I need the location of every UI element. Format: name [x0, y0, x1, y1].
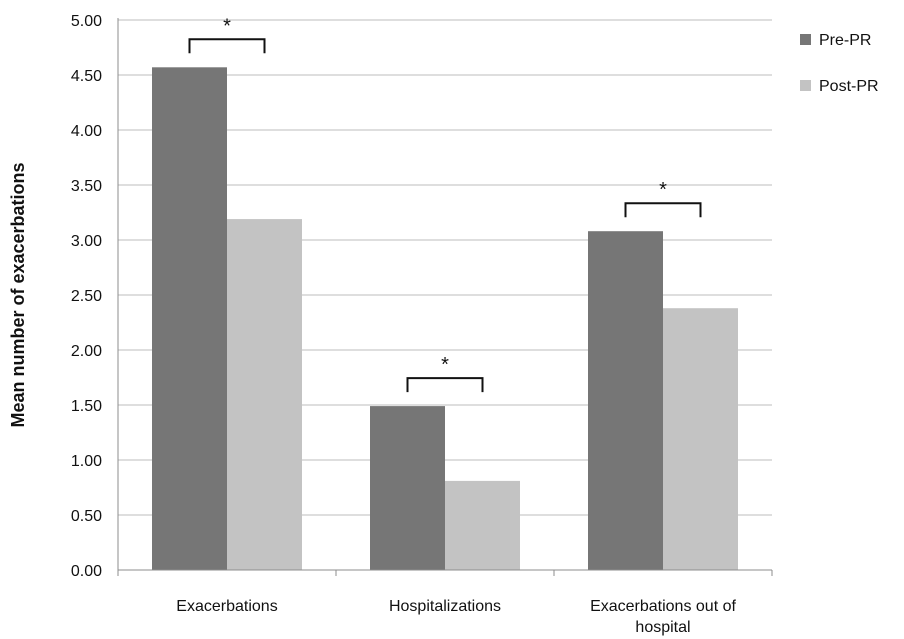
significance-bracket — [188, 38, 266, 54]
bars — [152, 67, 738, 571]
legend-label: Post-PR — [819, 78, 879, 95]
y-axis-ticks: 0.00 0.50 1.00 1.50 2.00 2.50 3.00 3.50 4.00 4.50… — [71, 13, 102, 580]
category-label: hospital — [635, 619, 690, 636]
legend-swatch-post-pr — [800, 80, 811, 91]
significance-star: * — [659, 179, 667, 201]
category-label: Exacerbations out of — [590, 598, 736, 615]
category-label: Hospitalizations — [389, 598, 501, 615]
y-tick-label: 4.00 — [71, 123, 102, 140]
bar-pre-pr-2 — [588, 231, 663, 570]
significance-star: * — [223, 15, 231, 37]
y-axis-label: Mean number of exacerbations — [8, 162, 28, 427]
y-tick-label: 3.00 — [71, 233, 102, 250]
y-tick-label: 0.00 — [71, 563, 102, 580]
y-tick-label: 2.00 — [71, 343, 102, 360]
legend: Pre-PR Post-PR — [800, 32, 879, 95]
bar-pre-pr-0 — [152, 67, 227, 571]
y-tick-label: 5.00 — [71, 13, 102, 30]
y-tick-label: 2.50 — [71, 288, 102, 305]
legend-label: Pre-PR — [819, 32, 871, 49]
y-tick-label: 1.50 — [71, 398, 102, 415]
bar-post-pr-2 — [663, 308, 738, 570]
y-tick-label: 4.50 — [71, 68, 102, 85]
y-tick-label: 3.50 — [71, 178, 102, 195]
bar-post-pr-0 — [227, 219, 302, 570]
y-tick-label: 1.00 — [71, 453, 102, 470]
significance-markers: * * * — [188, 15, 702, 393]
bar-post-pr-1 — [445, 480, 520, 570]
bar-pre-pr-1 — [370, 406, 445, 570]
x-axis: Exacerbations Hospitalizations Exacerbatio… — [117, 18, 773, 636]
significance-bracket — [624, 202, 702, 218]
legend-swatch-pre-pr — [800, 34, 811, 45]
y-tick-label: 0.50 — [71, 508, 102, 525]
category-label: Exacerbations — [176, 598, 277, 615]
significance-star: * — [441, 354, 449, 376]
significance-bracket — [406, 377, 484, 393]
